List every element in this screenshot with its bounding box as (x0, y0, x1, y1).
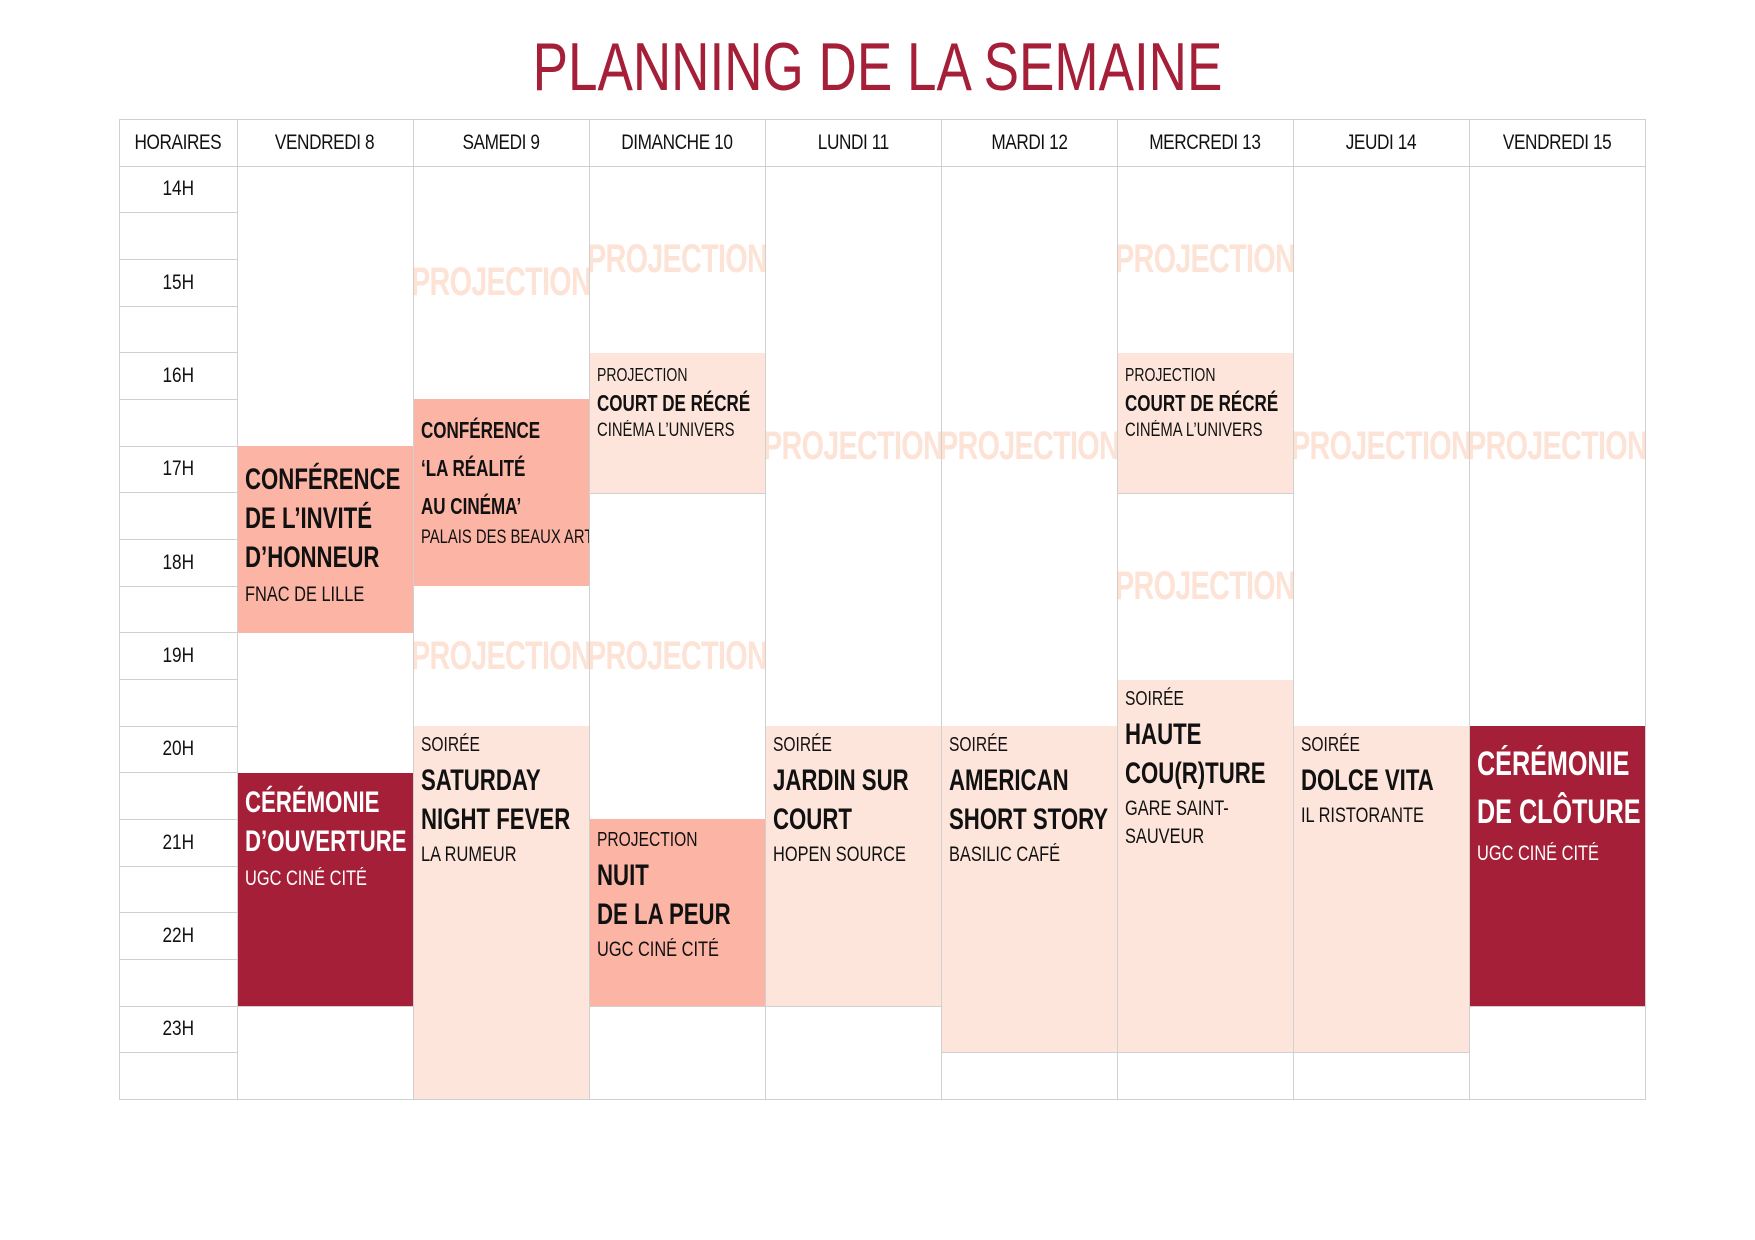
event-title: NUIT (597, 859, 649, 892)
page-title: PLANNING DE LA SEMAINE (532, 29, 1223, 105)
event-title: COURT DE RÉCRÉ (597, 390, 751, 416)
event-place: CINÉMA L’UNIVERS (1125, 420, 1263, 441)
event-place: GARE SAINT- (1125, 797, 1229, 820)
event-block-american-short-story[interactable]: SOIRÉE AMERICAN SHORT STORY BASILIC CAFÉ (941, 726, 1117, 1052)
time-label: 22H (162, 923, 194, 947)
time-label: 16H (162, 363, 194, 387)
event-kind: SOIRÉE (421, 734, 480, 756)
event-title: NIGHT FEVER (421, 803, 571, 836)
event-kind: SOIRÉE (773, 734, 832, 756)
event-place: UGC CINÉ CITÉ (597, 938, 719, 961)
event-place: LA RUMEUR (421, 843, 517, 866)
event-kind: SOIRÉE (1125, 688, 1184, 710)
event-kind: PROJECTION (597, 365, 688, 385)
time-label: 23H (162, 1017, 194, 1040)
event-title: AU CINÉMA’ (421, 493, 522, 519)
projection-placeholder: PROJECTION (1114, 564, 1296, 608)
event-block-court-de-recre-dimanche[interactable]: PROJECTION COURT DE RÉCRÉ CINÉMA L’UNIVE… (589, 353, 765, 493)
projection-placeholder: PROJECTION (1114, 237, 1296, 281)
event-block-court-de-recre-mercredi[interactable]: PROJECTION COURT DE RÉCRÉ CINÉMA L’UNIVE… (1117, 353, 1293, 493)
event-block-saturday-night-fever[interactable]: SOIRÉE SATURDAY NIGHT FEVER LA RUMEUR (413, 726, 589, 1099)
event-place: SAUVEUR (1125, 825, 1205, 848)
event-block-dolce-vita[interactable]: SOIRÉE DOLCE VITA IL RISTORANTE (1293, 726, 1469, 1052)
projection-placeholder: PROJECTION (586, 237, 768, 281)
event-title: AMERICAN (949, 764, 1069, 797)
event-title: DE L’INVITÉ (245, 502, 373, 535)
time-label: 14H (162, 177, 194, 200)
time-label: 21H (162, 830, 194, 854)
column-header-day: VENDREDI 15 (1502, 130, 1612, 154)
event-place: BASILIC CAFÉ (949, 843, 1061, 866)
event-title: CONFÉRENCE (421, 417, 541, 443)
event-title: COURT DE RÉCRÉ (1125, 390, 1279, 416)
event-place: IL RISTORANTE (1301, 804, 1424, 827)
event-place: CINÉMA L’UNIVERS (597, 420, 735, 441)
event-place: UGC CINÉ CITÉ (245, 867, 367, 890)
event-title: DOLCE VITA (1301, 764, 1434, 797)
event-title: DE LA PEUR (597, 898, 731, 931)
event-title: CÉRÉMONIE (1477, 745, 1630, 783)
event-place: PALAIS DES BEAUX ARTS (421, 527, 589, 548)
event-title: D’HONNEUR (245, 541, 380, 574)
event-block-conference-realite[interactable]: CONFÉRENCE ‘LA RÉALITÉ AU CINÉMA’ PALAIS… (413, 399, 589, 586)
event-kind: SOIRÉE (949, 734, 1008, 756)
event-block-ceremonie-ouverture[interactable]: CÉRÉMONIE D’OUVERTURE UGC CINÉ CITÉ (237, 773, 413, 1006)
column-header-day: MERCREDI 13 (1149, 130, 1261, 154)
projection-placeholder: PROJECTION (586, 633, 768, 678)
column-header-horaires: HORAIRES (134, 130, 222, 154)
column-header-day: LUNDI 11 (817, 130, 889, 154)
event-block-ceremonie-cloture[interactable]: CÉRÉMONIE DE CLÔTURE UGC CINÉ CITÉ (1469, 726, 1645, 1006)
event-title: JARDIN SUR (773, 764, 909, 797)
projection-placeholder: PROJECTION (410, 260, 592, 304)
event-kind: PROJECTION (597, 829, 698, 851)
event-kind: PROJECTION (1125, 365, 1216, 385)
time-label: 18H (162, 550, 194, 574)
event-block-conference-invite[interactable]: CONFÉRENCE DE L’INVITÉ D’HONNEUR FNAC DE… (237, 446, 413, 633)
event-kind: SOIRÉE (1301, 734, 1360, 756)
event-place: FNAC DE LILLE (245, 583, 365, 606)
event-title: DE CLÔTURE (1477, 793, 1641, 831)
column-header-day: DIMANCHE 10 (621, 130, 733, 154)
projection-placeholder: PROJECTION (1466, 423, 1648, 468)
column-header-day: JEUDI 14 (1345, 130, 1417, 154)
event-title: HAUTE (1125, 718, 1202, 751)
event-block-nuit-de-la-peur[interactable]: PROJECTION NUIT DE LA PEUR UGC CINÉ CITÉ (589, 819, 765, 1006)
time-label: 19H (162, 643, 194, 667)
projection-placeholder: PROJECTION (762, 423, 944, 468)
column-header-day: VENDREDI 8 (275, 130, 375, 154)
column-header-day: SAMEDI 9 (462, 130, 540, 154)
event-place: UGC CINÉ CITÉ (1477, 842, 1599, 865)
event-title: SHORT STORY (949, 803, 1109, 836)
time-label: 20H (162, 737, 194, 760)
event-title: SATURDAY (421, 764, 541, 797)
projection-placeholder: PROJECTION (1290, 423, 1472, 468)
event-block-haute-couture[interactable]: SOIRÉE HAUTE COU(R)TURE GARE SAINT- SAUV… (1117, 680, 1293, 1052)
projection-placeholder: PROJECTION (938, 423, 1120, 468)
event-title: COURT (773, 803, 852, 836)
event-title: ‘LA RÉALITÉ (421, 455, 526, 481)
event-place: HOPEN SOURCE (773, 843, 906, 866)
column-header-day: MARDI 12 (990, 130, 1068, 154)
projection-placeholder: PROJECTION (410, 633, 592, 678)
time-label: 17H (162, 457, 194, 480)
event-title: CONFÉRENCE (245, 463, 401, 496)
event-title: D’OUVERTURE (245, 825, 407, 858)
event-title: CÉRÉMONIE (245, 786, 380, 819)
event-block-jardin-sur-court[interactable]: SOIRÉE JARDIN SUR COURT HOPEN SOURCE (765, 726, 941, 1006)
event-title: COU(R)TURE (1125, 757, 1266, 790)
time-label: 15H (162, 270, 194, 294)
